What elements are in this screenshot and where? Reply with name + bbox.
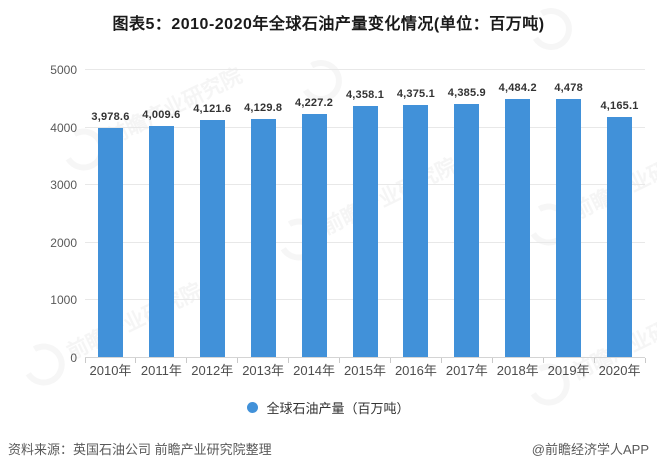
x-axis-tick: [135, 358, 137, 363]
bar-value-label: 4,227.2: [295, 96, 334, 109]
y-tick-label: 4000: [50, 120, 77, 135]
x-axis-tick: [237, 358, 239, 363]
x-tick-label: 2010年: [89, 363, 132, 378]
x-tick-label: 2017年: [445, 363, 488, 378]
bar-value-label: 4,385.9: [447, 87, 486, 100]
bar-value-label: 4,478: [554, 82, 583, 95]
bar-value-label: 4,375.1: [396, 88, 435, 100]
x-axis-tick: [593, 358, 595, 363]
bar-value-label: 4,009.6: [142, 109, 181, 122]
x-axis-tick: [288, 358, 290, 363]
gridline: [85, 69, 645, 70]
credit-text: @前瞻经济学人APP: [531, 442, 649, 457]
bar: [148, 126, 174, 357]
bar: [250, 119, 276, 357]
legend[interactable]: 全球石油产量（百万吨）: [0, 398, 657, 417]
bar: [505, 98, 531, 357]
bar: [403, 105, 429, 357]
x-tick-label: 2011年: [140, 363, 182, 378]
bar: [454, 104, 480, 357]
bar-value-label: 4,129.8: [244, 102, 283, 115]
x-tick-label: 2013年: [242, 363, 285, 378]
x-axis-tick: [491, 358, 493, 363]
footer: 资料来源：英国石油公司 前瞻产业研究院整理 @前瞻经济学人APP: [8, 439, 649, 458]
bar: [97, 127, 123, 357]
x-axis-tick: [389, 358, 391, 363]
x-tick-label: 2015年: [344, 363, 386, 378]
x-tick-label: 2016年: [394, 363, 437, 378]
bar-value-label: 4,358.1: [345, 88, 385, 101]
source-text: 资料来源：英国石油公司 前瞻产业研究院整理: [8, 442, 272, 457]
bar-value-label: 3,978.6: [91, 110, 130, 123]
bar: [607, 117, 633, 357]
x-axis-tick: [339, 358, 341, 363]
legend-marker-circle: [247, 402, 259, 413]
x-axis-tick: [84, 358, 86, 363]
bar-value-label: 4,484.2: [498, 81, 537, 94]
bar-value-label: 4,121.6: [193, 102, 232, 115]
x-axis-line: [85, 357, 645, 358]
x-axis-tick: [186, 358, 188, 363]
y-tick-label: 0: [70, 351, 77, 365]
x-tick-label: 2019年: [547, 363, 590, 378]
x-tick-label: 2014年: [293, 363, 336, 378]
x-axis-tick: [542, 358, 544, 363]
x-axis-tick: [440, 358, 442, 363]
chart-title: 图表5：2010-2020年全球石油产量变化情况(单位：百万吨): [112, 16, 545, 33]
bar: [556, 99, 582, 357]
y-tick-label: 1000: [50, 293, 77, 308]
bar: [301, 113, 327, 357]
x-tick-label: 2012年: [191, 363, 234, 378]
y-tick-label: 3000: [50, 178, 77, 193]
x-tick-label: 2020年: [598, 363, 641, 378]
x-tick-label: 2018年: [496, 363, 539, 378]
bar: [199, 119, 225, 357]
legend-label: 全球石油产量（百万吨）: [266, 401, 410, 416]
bar: [352, 105, 378, 357]
plot-area: 单位：百万吨 0100020003000400050003,978.62010年…: [50, 63, 646, 378]
y-tick-label: 5000: [50, 63, 77, 77]
x-axis-tick: [644, 358, 646, 363]
y-tick-label: 2000: [50, 235, 77, 250]
bar-value-label: 4,165.1: [600, 100, 639, 113]
